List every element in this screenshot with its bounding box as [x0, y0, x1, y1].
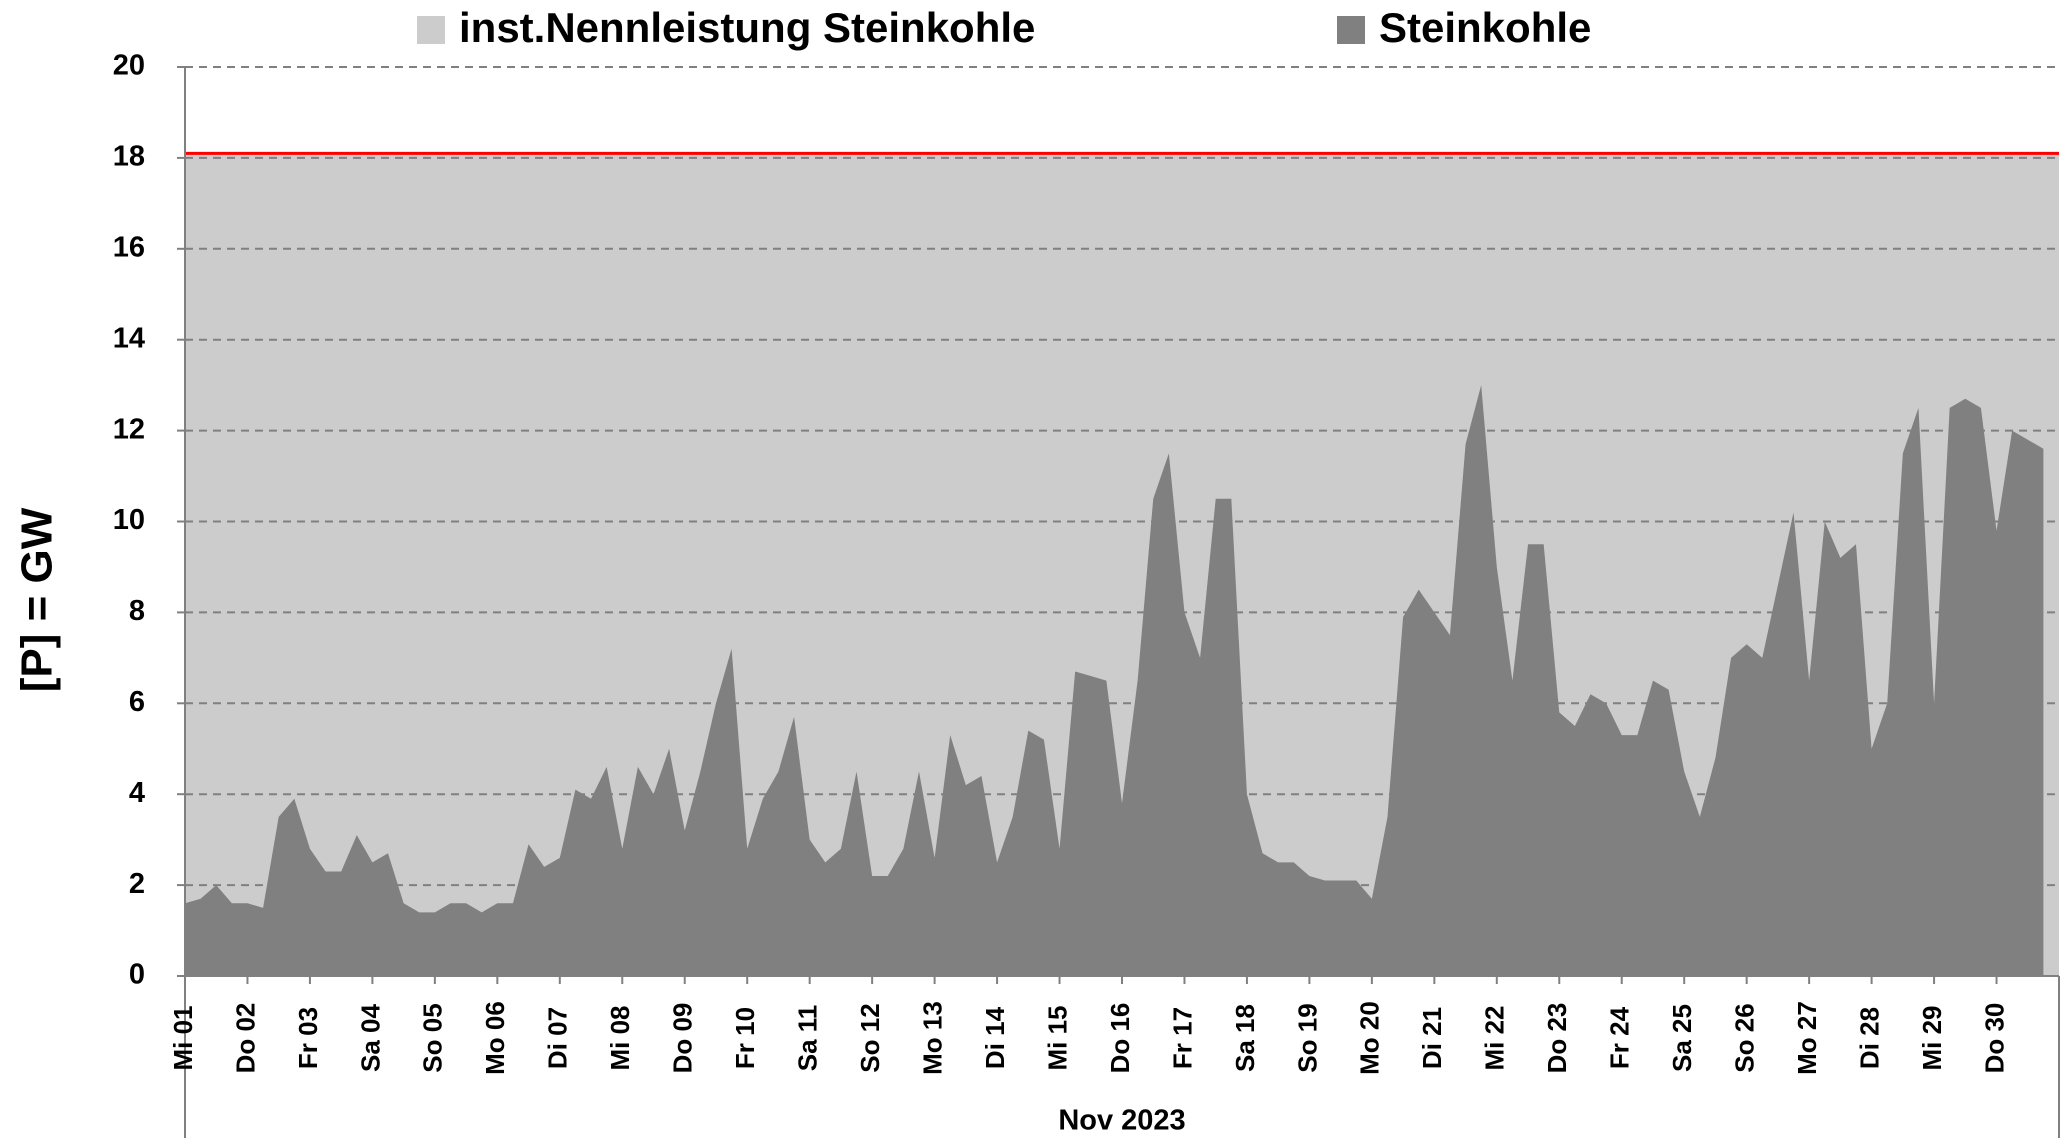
x-tick-label: Mi 01	[168, 1005, 198, 1070]
x-tick-label: Mi 29	[1917, 1005, 1947, 1070]
x-tick-label: Mo 13	[917, 1001, 947, 1075]
y-tick-label: 18	[113, 141, 145, 173]
x-tick-label: Mo 20	[1355, 1001, 1385, 1075]
x-tick-label: Di 07	[543, 1007, 573, 1069]
x-tick-label: So 12	[855, 1003, 885, 1072]
x-tick-label: Mi 08	[605, 1005, 635, 1070]
x-tick-label: Do 23	[1542, 1003, 1572, 1074]
x-tick-label: Do 16	[1105, 1003, 1135, 1074]
x-tick-label: Mi 22	[1480, 1005, 1510, 1070]
x-axis-title: Nov 2023	[1058, 1105, 1185, 1137]
legend-label: Steinkohle	[1379, 4, 1591, 51]
x-tick-label: Di 28	[1854, 1007, 1884, 1069]
x-tick-label: Do 09	[668, 1003, 698, 1074]
x-tick-label: Mo 06	[480, 1001, 510, 1075]
x-tick-label: Do 30	[1979, 1003, 2009, 1074]
x-tick-label: Mi 15	[1042, 1005, 1072, 1070]
area	[185, 385, 2044, 976]
y-tick-label: 4	[129, 777, 145, 809]
y-axis-title: [P] = GW	[13, 507, 62, 692]
y-tick-label: 8	[129, 595, 145, 627]
x-tick-label: Fr 17	[1167, 1007, 1197, 1069]
y-tick-label: 14	[113, 322, 145, 354]
x-tick-label: Sa 18	[1230, 1004, 1260, 1072]
x-tick-label: So 26	[1730, 1003, 1760, 1072]
x-tick-label: Sa 04	[355, 1003, 385, 1071]
x-tick-label: Do 02	[230, 1003, 260, 1074]
y-tick-label: 20	[113, 50, 145, 82]
x-tick-label: So 05	[418, 1003, 448, 1072]
y-tick-label: 16	[113, 231, 145, 263]
legend-swatch	[1337, 16, 1365, 44]
y-tick-label: 0	[129, 959, 145, 991]
x-tick-label: Di 14	[980, 1006, 1010, 1069]
x-tick-label: Fr 03	[293, 1007, 323, 1069]
x-tick-label: Fr 24	[1605, 1006, 1635, 1069]
y-tick-label: 12	[113, 413, 145, 445]
x-tick-label: Sa 25	[1667, 1004, 1697, 1072]
x-tick-label: So 19	[1292, 1003, 1322, 1072]
y-tick-label: 10	[113, 504, 145, 536]
y-tick-label: 6	[129, 686, 145, 718]
x-tick-label: Di 21	[1417, 1007, 1447, 1069]
x-tick-label: Sa 11	[793, 1005, 823, 1072]
x-tick-label: Mo 27	[1792, 1001, 1822, 1075]
y-tick-label: 2	[129, 868, 145, 900]
legend-swatch	[417, 16, 445, 44]
x-tick-label: Fr 10	[730, 1007, 760, 1069]
legend-label: inst.Nennleistung Steinkohle	[459, 4, 1035, 51]
